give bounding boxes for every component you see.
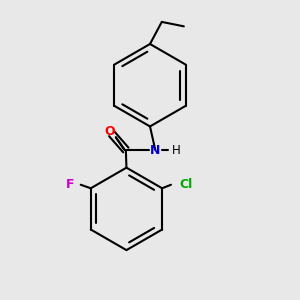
Text: N: N <box>150 143 160 157</box>
Text: F: F <box>66 178 75 191</box>
Text: H: H <box>172 143 181 157</box>
Text: O: O <box>105 125 115 138</box>
Text: Cl: Cl <box>179 178 192 191</box>
